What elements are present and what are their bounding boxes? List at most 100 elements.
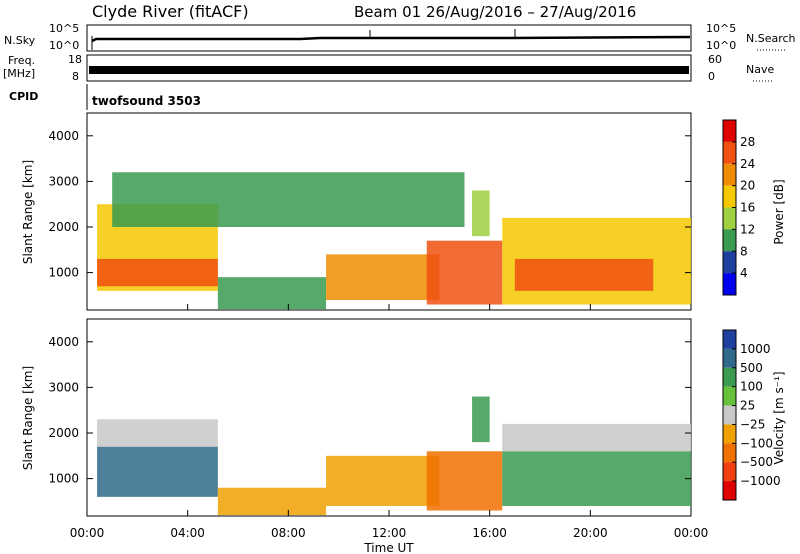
freq-label: Freq. [8,54,35,67]
velocity-colorbar-segment [723,424,736,444]
velocity-colorbar-tick-label: −500 [740,455,773,469]
velocity-colorbar-segment [723,367,736,387]
time-axis-ticks: 00:00 04:00 08:00 12:00 16:00 20:00 00:00 [70,304,709,540]
power-colorbar-tick-label: 12 [740,222,755,236]
nsearch-tick-top: 10^5 [706,22,736,35]
velocity-echo-region [217,487,327,516]
cpid-label: CPID [9,90,38,103]
velocity-y-tick-label: 3000 [48,380,79,394]
velocity-y-tick-label: 1000 [48,472,79,486]
velocity-colorbar-segment [723,386,736,406]
velocity-colorbar-segment [723,462,736,482]
power-echo-region [217,277,327,310]
power-colorbar-label: Power [dB] [772,179,786,244]
power-colorbar-tick-label: 4 [740,266,748,280]
power-colorbar-segment [723,120,736,142]
velocity-regions [97,396,691,516]
cpid-value: twofsound 3503 [92,94,201,108]
nsearch-label: N.Search [746,32,796,45]
power-colorbar-segment [723,163,736,186]
x-tick-label: 08:00 [271,526,306,540]
velocity-y-tick-label: 2000 [48,426,79,440]
nsky-frame [86,24,692,52]
velocity-colorbar-tick-label: 25 [740,399,755,413]
nsearch-tick-bottom: 10^0 [706,39,736,52]
x-tick-label: 20:00 [573,526,608,540]
power-ylabel: Slant Range [km] [21,160,35,264]
power-colorbar-tick-label: 24 [740,157,755,171]
velocity-echo-region [426,451,503,511]
velocity-colorbar-tick-label: 1000 [740,342,771,356]
velocity-colorbar-segment [723,330,736,349]
velocity-colorbar-segment [723,481,736,500]
freq-band [89,66,689,74]
nave-tick-bottom: 0 [708,70,715,83]
velocity-colorbar-tick-label: 500 [740,361,763,375]
power-colorbar-segment [723,273,736,295]
velocity-colorbar-label: Velocity [m s⁻¹] [772,371,786,464]
velocity-ylabel: Slant Range [km] [21,366,35,470]
x-tick-label: 00:00 [70,526,105,540]
power-colorbar-segment [723,141,736,164]
velocity-colorbar-tick-label: −1000 [740,474,781,488]
power-colorbar-tick-label: 20 [740,179,755,193]
nsky-panel: N.Sky 10^5 10^0 10^5 10^0 N.Search [4,22,796,52]
time-axis-label: Time UT [363,541,414,554]
velocity-echo-region [472,396,490,443]
power-panel: 1000 2000 3000 4000 Slant Range [km] [21,112,692,311]
nave-label: Nave [746,63,774,76]
freq-tick-top: 18 [68,53,82,66]
power-y-tick-label: 2000 [48,220,79,234]
power-echo-region [514,258,654,291]
velocity-colorbar: Velocity [m s⁻¹] 1000 500 100 25 −25 −100 −500… [722,329,786,501]
velocity-colorbar-segment [723,443,736,463]
power-echo-region [426,240,503,305]
power-colorbar-tick-label: 28 [740,135,755,149]
station-title: Clyde River (fitACF) [92,2,249,21]
freq-units-label: [MHz] [3,67,35,80]
power-echo-region [112,172,465,228]
x-tick-label: 16:00 [472,526,507,540]
power-colorbar-segment [723,229,736,252]
velocity-colorbar-segment [723,405,736,425]
velocity-echo-region [502,423,691,452]
freq-panel: Freq. [MHz] 18 8 60 0 Nave [3,53,774,83]
freq-tick-bottom: 8 [72,70,79,83]
velocity-y-ticks: 1000 2000 3000 4000 [48,335,691,486]
velocity-echo-region [502,451,691,506]
power-echo-region [326,254,440,300]
power-y-ticks: 1000 2000 3000 4000 [48,129,691,280]
velocity-colorbar-tick-label: −100 [740,436,773,450]
freq-frame [86,54,692,82]
power-y-tick-label: 3000 [48,174,79,188]
velocity-colorbar-segment [723,348,736,368]
velocity-y-tick-label: 4000 [48,335,79,349]
velocity-echo-region [326,455,440,506]
power-regions [97,172,691,310]
nave-tick-top: 60 [708,53,722,66]
power-y-tick-label: 4000 [48,129,79,143]
velocity-colorbar-tick-label: 100 [740,380,763,394]
beam-period: Beam 01 26/Aug/2016 – 27/Aug/2016 [354,3,636,21]
cpid-panel: CPID twofsound 3503 [9,84,201,110]
power-colorbar-segment [723,207,736,230]
power-colorbar-segment [723,251,736,274]
nsky-label: N.Sky [4,34,36,47]
power-echo-region [472,190,490,237]
nsky-tick-top: 10^5 [49,22,79,35]
nsky-trace [91,35,691,43]
velocity-echo-region [97,419,218,447]
power-colorbar: Power [dB] 28 24 20 16 12 8 4 [722,119,786,296]
velocity-colorbar-frame [722,329,737,501]
power-colorbar-tick-label: 8 [740,244,748,258]
x-tick-label: 00:00 [674,526,709,540]
nsky-tick-bottom: 10^0 [49,39,79,52]
velocity-echo-region [97,446,218,497]
power-y-tick-label: 1000 [48,266,79,280]
x-tick-label: 04:00 [170,526,205,540]
power-colorbar-segment [723,185,736,208]
velocity-panel: 1000 2000 3000 4000 Slant Range [km] 00:00 0… [21,304,708,554]
power-echo-region [97,258,218,287]
velocity-colorbar-tick-label: −25 [740,417,765,431]
